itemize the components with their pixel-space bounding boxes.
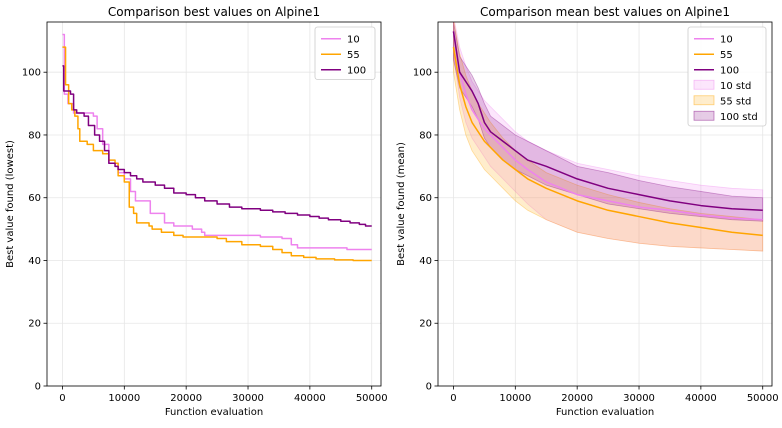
right-xtick-label: 30000 (623, 393, 655, 404)
right-y-axis-label: Best value found (mean) (396, 142, 407, 266)
right-xtick-label: 40000 (685, 393, 717, 404)
right-xtick-label: 20000 (561, 393, 593, 404)
right-legend-label-100-std: 100 std (720, 112, 758, 123)
left-ytick-label: 100 (22, 68, 41, 79)
left-chart-title: Comparison best values on Alpine1 (108, 5, 320, 19)
left-xtick-label: 30000 (232, 393, 264, 404)
right-std-band-10 (453, 22, 764, 252)
left-plot-area (62, 33, 372, 262)
right-std-band-55 (453, 22, 764, 252)
right-legend-label-10-std: 10 std (720, 81, 751, 92)
left-xtick-label: 10000 (108, 393, 140, 404)
right-legend-swatch-55-std (693, 95, 715, 106)
right-ytick-label: 100 (413, 68, 432, 79)
right-axes-frame (437, 21, 773, 387)
right-series-line-100 (452, 31, 763, 212)
right-chart-title: Comparison mean best values on Alpine1 (480, 5, 730, 19)
left-series-line-55 (62, 46, 372, 262)
left-axes-frame (46, 21, 382, 387)
right-xtick-label: 0 (450, 393, 456, 404)
right-legend: 10 55 100 10 std 55 std 100 std (687, 26, 767, 127)
left-xtick-label: 40000 (294, 393, 326, 404)
left-legend-label-55: 55 (347, 50, 360, 61)
left-legend-label-10: 10 (347, 34, 360, 45)
right-chart-panel: 0 10000 20000 30000 40000 50000 0 20 40 60 80 100 Co… (396, 5, 779, 418)
left-ytick-label: 80 (28, 130, 41, 141)
left-chart-panel: 0 10000 20000 30000 40000 50000 0 20 40 60 80 100 Co… (5, 5, 388, 418)
right-legend-label-10: 10 (720, 34, 733, 45)
left-xtick-label: 0 (59, 393, 65, 404)
left-ytick-label: 20 (28, 319, 41, 330)
right-ytick-label: 20 (419, 319, 432, 330)
right-ytick-label: 80 (419, 130, 432, 141)
right-series-line-10 (452, 31, 763, 221)
right-xtick-label: 50000 (747, 393, 779, 404)
right-plot-area (452, 22, 764, 252)
left-xtick-label: 20000 (170, 393, 202, 404)
right-ytick-label: 60 (419, 193, 432, 204)
left-legend-box (314, 26, 376, 80)
right-legend-swatch-100-std (693, 110, 715, 121)
left-x-axis-label: Function evaluation (165, 407, 263, 418)
right-series-line-55 (452, 46, 763, 237)
left-series-line-10 (62, 33, 372, 251)
left-ytick-label: 0 (35, 382, 41, 393)
left-ytick-label: 60 (28, 193, 41, 204)
left-xtick-label: 50000 (356, 393, 388, 404)
left-legend: 10 55 100 (314, 26, 376, 80)
right-legend-swatch-10-std (693, 79, 715, 90)
right-legend-box (687, 26, 767, 127)
right-ytick-label: 0 (426, 382, 432, 393)
left-series-line-100 (62, 65, 372, 227)
right-legend-label-55-std: 55 std (720, 96, 751, 107)
right-legend-label-100: 100 (720, 65, 739, 76)
right-legend-label-55: 55 (720, 50, 733, 61)
left-ytick-label: 40 (28, 256, 41, 267)
right-ytick-label: 40 (419, 256, 432, 267)
right-xtick-label: 10000 (499, 393, 531, 404)
left-legend-label-100: 100 (347, 65, 366, 76)
right-x-axis-label: Function evaluation (556, 407, 654, 418)
left-y-axis-label: Best value found (lowest) (5, 140, 16, 268)
